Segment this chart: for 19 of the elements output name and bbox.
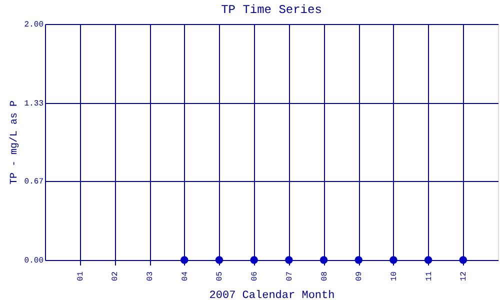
x-tick-label: 09 <box>355 271 364 282</box>
x-axis-title: 2007 Calendar Month <box>209 290 335 300</box>
x-tick-label: 06 <box>250 271 260 282</box>
y-tick-label: 2.00 <box>24 20 44 30</box>
x-tick-label: 04 <box>180 271 190 282</box>
y-axis-title: TP - mg/L as P <box>8 100 20 185</box>
chart-title: TP Time Series <box>221 3 322 17</box>
x-tick-label: 07 <box>285 271 294 282</box>
y-tick-label: 0.67 <box>24 177 44 186</box>
x-tick-label: 12 <box>460 271 469 282</box>
x-tick-label: 08 <box>320 271 330 282</box>
x-tick-label: 10 <box>390 271 399 282</box>
y-tick-label: 0.00 <box>24 256 44 266</box>
x-tick-label: 01 <box>76 271 86 282</box>
x-tick-label: 03 <box>146 271 156 282</box>
y-tick-label: 1.33 <box>24 100 44 109</box>
x-tick-label: 11 <box>424 271 434 282</box>
x-tick-label: 02 <box>111 271 120 282</box>
x-tick-label: 05 <box>216 271 225 282</box>
